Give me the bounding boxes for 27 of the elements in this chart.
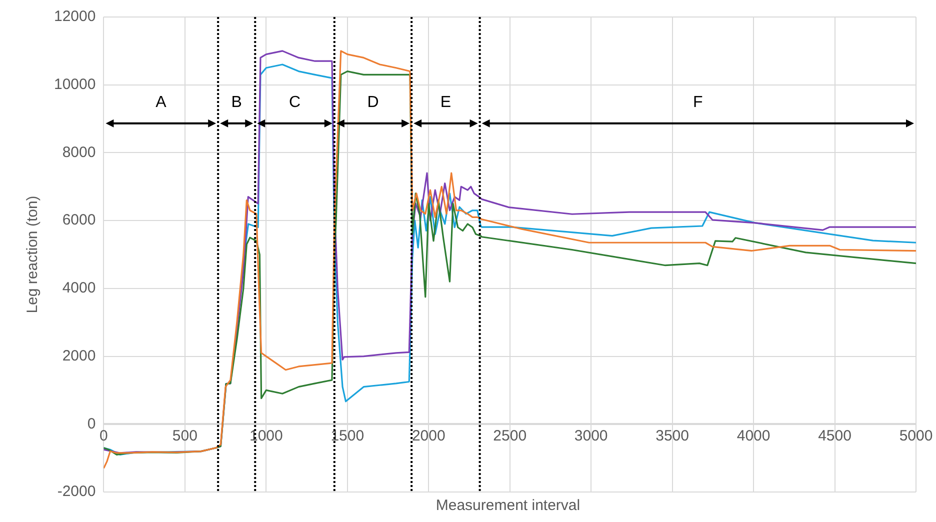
annotation: D <box>367 94 379 111</box>
x-tick-label: 0 <box>100 427 108 444</box>
x-tick-label: 4000 <box>736 427 770 444</box>
y-tick-label: 10000 <box>54 76 96 93</box>
y-tick-label: -2000 <box>57 483 96 500</box>
x-tick-label: 2000 <box>412 427 446 444</box>
y-tick-label: 6000 <box>62 212 96 229</box>
annotation: E <box>440 94 452 111</box>
x-tick-label: 2500 <box>493 427 527 444</box>
y-tick-label: 2000 <box>62 347 96 364</box>
y-tick-label: 12000 <box>54 8 96 26</box>
y-tick-label: 4000 <box>62 280 96 297</box>
annotation: C <box>288 94 301 111</box>
x-tick-label: 5000 <box>899 427 933 444</box>
x-tick-label: 3000 <box>574 427 608 444</box>
annotation: A <box>156 94 167 111</box>
x-tick-label: 1500 <box>330 427 364 444</box>
x-tick-label: 4500 <box>818 427 852 444</box>
x-tick-label: 1000 <box>249 427 283 444</box>
x-axis-title: Measurement interval <box>434 497 582 514</box>
y-tick-label: 0 <box>87 415 96 432</box>
y-tick-label: 8000 <box>62 144 96 161</box>
y-axis-title: Leg reaction (ton) <box>24 196 42 314</box>
x-tick-label: 3500 <box>656 427 689 444</box>
x-tick-label: 500 <box>172 427 198 444</box>
annotation: B <box>231 94 242 111</box>
annotation: F <box>693 94 704 111</box>
